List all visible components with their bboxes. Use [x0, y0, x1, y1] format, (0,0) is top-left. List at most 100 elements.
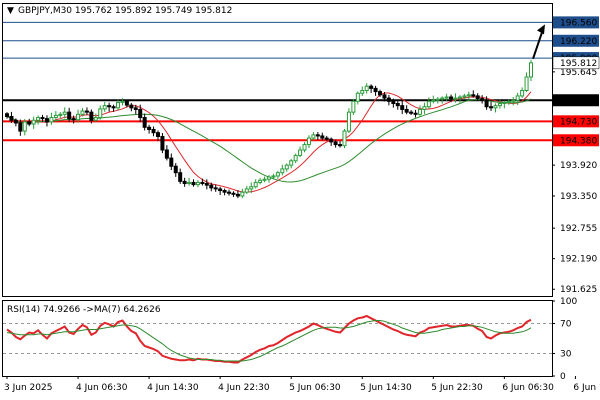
candle-body [489, 106, 494, 109]
price-tick-label: 191.625 [560, 285, 597, 295]
candle-body [493, 105, 498, 109]
rsi-tick-label: 70 [560, 320, 572, 330]
time-tick-label: 4 Jun 06:30 [76, 383, 128, 393]
candle-body [147, 126, 152, 130]
candle-body [306, 137, 311, 146]
candle-body [209, 184, 214, 189]
chart-title: GBPJPY,M30 195.762 195.892 195.749 195.8… [18, 6, 232, 16]
candle-body [138, 108, 143, 119]
candle-body [338, 144, 343, 147]
candle-body [31, 119, 36, 125]
candle-body [240, 191, 245, 197]
candle-body [386, 97, 391, 102]
candle-body [373, 87, 378, 93]
candle-body [529, 62, 533, 78]
forecast-arrow [532, 24, 545, 60]
candle-body [200, 181, 205, 185]
candle-body [244, 188, 249, 193]
candle-body [480, 98, 485, 101]
candle-body [227, 191, 232, 194]
time-tick-label: 6 Jun 06:30 [502, 383, 554, 393]
candlesticks [5, 59, 533, 199]
time-tick-label: 5 Jun 06:30 [289, 383, 341, 393]
candle-body [333, 141, 338, 146]
candle-body [475, 95, 480, 100]
candle-body [98, 108, 103, 119]
candle-body [204, 183, 209, 186]
time-tick-label: 3 Jun 2025 [4, 383, 52, 393]
candle-body [107, 105, 112, 108]
candle-body [231, 192, 236, 195]
time-tick-label: 4 Jun 14:30 [147, 383, 199, 393]
price-panel-frame [2, 3, 553, 297]
candle-body [520, 90, 525, 97]
candle-body [58, 113, 63, 116]
candle-body [169, 157, 174, 167]
candle-body [497, 102, 502, 107]
candle-body [173, 165, 178, 174]
rsi-tick-label: 100 [560, 297, 577, 307]
candle-body [315, 134, 320, 137]
rsi-title: RSI(14) 74.9266 ->MA(7) 64.2626 [7, 305, 161, 315]
candle-body [160, 135, 165, 151]
candle-body [324, 137, 329, 140]
candle-body [151, 128, 156, 134]
time-tick-label: 4 Jun 22:30 [218, 383, 270, 393]
candle-body [89, 111, 94, 121]
time-tick-label: 5 Jun 22:30 [431, 383, 483, 393]
candle-body [435, 98, 440, 101]
collapse-arrow-icon[interactable]: ▼ [7, 6, 14, 16]
candle-body [67, 111, 72, 120]
candle-body [466, 94, 471, 97]
price-tick-label: 193.920 [560, 161, 597, 171]
candle-body [409, 111, 414, 114]
candle-body [13, 119, 18, 124]
price-level-label-bg [553, 16, 599, 29]
candle-body [9, 115, 14, 121]
price-tick-label: 195.645 [560, 68, 597, 78]
candle-body [298, 149, 303, 156]
candle-body [471, 94, 476, 97]
candle-body [84, 110, 89, 113]
candle-body [182, 180, 187, 185]
candle-body [5, 113, 9, 117]
candle-body [222, 190, 227, 193]
candle-body [431, 99, 436, 102]
candle-body [329, 138, 334, 143]
candle-body [191, 181, 196, 186]
price-level-label-bg [553, 34, 599, 47]
candle-body [462, 95, 467, 98]
time-axis: 3 Jun 2025 4 Jun 06:30 4 Jun 14:30 4 Jun 22… [4, 376, 600, 393]
candle-body [284, 164, 289, 170]
price-axis: 191.625 192.190 192.755 193.350 193.920 194.3… [552, 16, 600, 295]
candle-body [524, 76, 529, 92]
candle-body [155, 132, 160, 137]
candle-body [391, 100, 396, 104]
time-tick-label: 5 Jun 14:30 [360, 383, 412, 393]
candle-body [49, 117, 54, 123]
candle-body [164, 149, 169, 159]
candle-body [53, 114, 58, 119]
candle-body [426, 100, 431, 108]
candle-body [62, 111, 67, 115]
candle-body [102, 105, 107, 110]
fast-ma-line [6, 91, 532, 193]
candle-body [27, 121, 32, 125]
rsi-tick-label: 0 [560, 372, 566, 382]
candle-body [275, 172, 280, 177]
candle-body [293, 154, 298, 162]
price-tick-label: 192.190 [560, 255, 597, 265]
price-tick-label: 196.220 [560, 37, 597, 47]
candle-body [133, 107, 138, 110]
candle-body [360, 90, 365, 94]
price-level-label-bg [553, 134, 599, 147]
candle-body [342, 130, 347, 147]
candle-body [22, 121, 27, 132]
candle-body [258, 179, 263, 183]
candle-body [36, 117, 41, 121]
candle-body [187, 181, 192, 185]
candle-body [511, 99, 516, 102]
candle-body [235, 193, 240, 197]
current-price-label: 195.812 [560, 59, 597, 69]
